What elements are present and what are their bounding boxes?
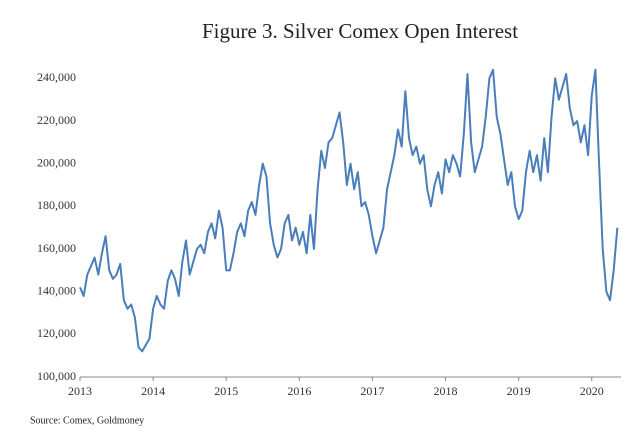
y-tick-label: 180,000 <box>37 198 76 212</box>
chart-title: Figure 3. Silver Comex Open Interest <box>202 19 518 43</box>
series-line <box>79 68 619 353</box>
y-tick-label: 160,000 <box>37 241 76 255</box>
y-tick-label: 200,000 <box>37 155 76 169</box>
x-tick-label: 2015 <box>214 384 238 398</box>
x-tick-label: 2016 <box>287 384 311 398</box>
y-tick-label: 220,000 <box>37 113 76 127</box>
y-tick-label: 100,000 <box>37 369 76 383</box>
y-tick-label: 140,000 <box>37 283 76 297</box>
x-tick-label: 2013 <box>68 384 92 398</box>
x-tick-label: 2019 <box>507 384 531 398</box>
y-tick-label: 120,000 <box>37 326 76 340</box>
x-tick-label: 2020 <box>580 384 604 398</box>
x-tick-label: 2017 <box>360 384 384 398</box>
x-tick-label: 2018 <box>434 384 458 398</box>
source-note: Source: Comex, Goldmoney <box>30 415 144 426</box>
x-tick-label: 2014 <box>141 384 165 398</box>
y-tick-label: 240,000 <box>37 70 76 84</box>
